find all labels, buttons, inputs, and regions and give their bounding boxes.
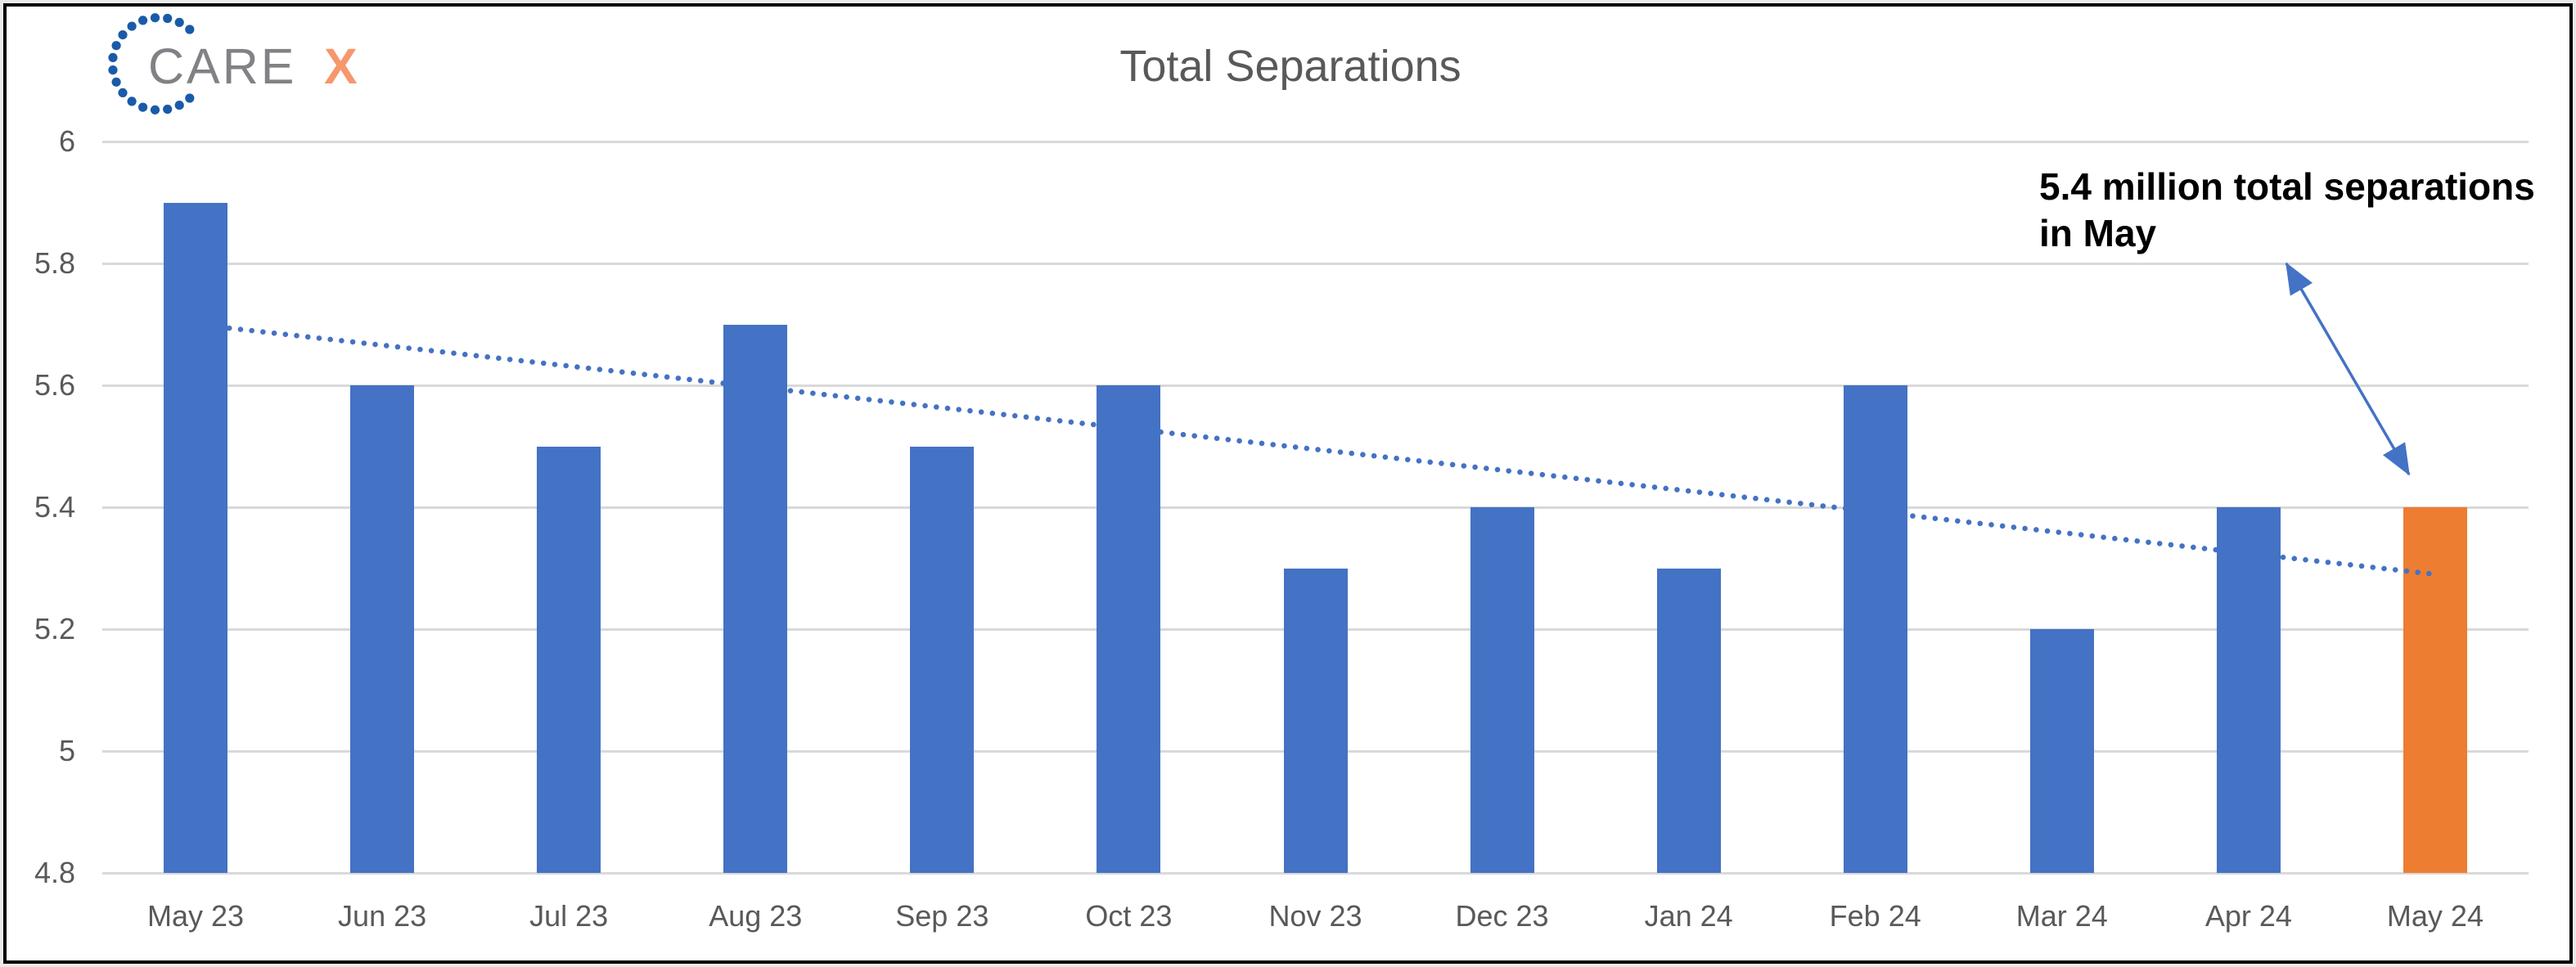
- carex-logo: CARE X: [108, 13, 358, 115]
- bar-oct-23: [1097, 385, 1161, 873]
- logo-dot: [127, 97, 137, 106]
- logo-dot: [108, 52, 118, 62]
- gridline-y-5.8: [102, 262, 2529, 265]
- logo-dot: [118, 30, 128, 40]
- x-axis-label-mar-24: Mar 24: [2015, 899, 2108, 933]
- bar-feb-24: [1843, 385, 1907, 873]
- logo-dot: [150, 13, 160, 23]
- bar-sep-23: [910, 446, 975, 873]
- logo-dot: [163, 104, 173, 115]
- logo-x-text: X: [324, 38, 358, 94]
- bar-apr-24: [2216, 507, 2281, 873]
- bar-aug-23: [723, 324, 788, 873]
- x-axis-label-nov-23: Nov 23: [1268, 899, 1362, 933]
- x-axis-label-jan-24: Jan 24: [1644, 899, 1733, 933]
- x-axis-label-sep-23: Sep 23: [895, 899, 989, 933]
- x-axis-label-dec-23: Dec 23: [1455, 899, 1549, 933]
- x-axis-label-feb-24: Feb 24: [1829, 899, 1921, 933]
- logo-dot: [185, 93, 195, 103]
- trendline-dotted: [192, 322, 2439, 578]
- logo-dot: [138, 102, 148, 112]
- x-axis-label-jun-23: Jun 23: [338, 899, 427, 933]
- annotation-line1: 5.4 million total separations: [2039, 165, 2535, 208]
- y-axis-tick-label: 5: [58, 734, 75, 767]
- bar-jan-24: [1656, 568, 1721, 873]
- annotation-line2: in May: [2039, 212, 2157, 254]
- logo-dot: [163, 13, 173, 24]
- logo-dot: [108, 65, 118, 75]
- logo-dot: [174, 101, 184, 110]
- x-axis-label-aug-23: Aug 23: [709, 899, 803, 933]
- bar-jul-23: [537, 446, 601, 873]
- logo-dot: [111, 77, 121, 87]
- x-axis-label-jul-23: Jul 23: [529, 899, 609, 933]
- gridline-y-5.6: [102, 384, 2529, 387]
- y-axis-tick-label: 5.6: [34, 368, 75, 402]
- logo-dot: [111, 41, 121, 51]
- gridline-y-6: [102, 140, 2529, 143]
- x-axis-label-apr-24: Apr 24: [2204, 899, 2292, 933]
- logo-dot: [127, 21, 137, 31]
- bar-may-23: [164, 202, 228, 873]
- y-axis-tick-label: 6: [58, 124, 75, 158]
- logo-dot: [118, 88, 128, 97]
- annotation-arrow-icon: [2285, 262, 2411, 476]
- logo-dot: [138, 16, 148, 25]
- bar-nov-23: [1283, 568, 1348, 873]
- y-axis-tick-label: 4.8: [34, 856, 75, 889]
- bar-dec-23: [1470, 507, 1534, 873]
- y-axis-tick-label: 5.2: [34, 612, 75, 645]
- bar-jun-23: [350, 385, 415, 873]
- logo-dot: [174, 17, 184, 27]
- logo-dotted-circle-icon: [108, 13, 195, 115]
- logo-dot: [185, 25, 195, 34]
- annotation-text: 5.4 million total separations in May: [2039, 164, 2535, 257]
- bar-mar-24: [2029, 629, 2094, 873]
- bar-may-24: [2403, 507, 2467, 873]
- gridline-y-5.4: [102, 506, 2529, 509]
- gridline-y-4.8: [102, 871, 2529, 875]
- x-axis-label-oct-23: Oct 23: [1085, 899, 1173, 933]
- x-axis-label-may-24: May 24: [2386, 899, 2484, 933]
- y-axis-tick-label: 5.4: [34, 490, 75, 524]
- x-axis-label-may-23: May 23: [147, 899, 245, 933]
- y-axis-tick-label: 5.8: [34, 246, 75, 280]
- logo-dot: [150, 105, 160, 115]
- chart-title: Total Separations: [1119, 42, 1461, 91]
- logo-care-text: CARE: [148, 38, 296, 94]
